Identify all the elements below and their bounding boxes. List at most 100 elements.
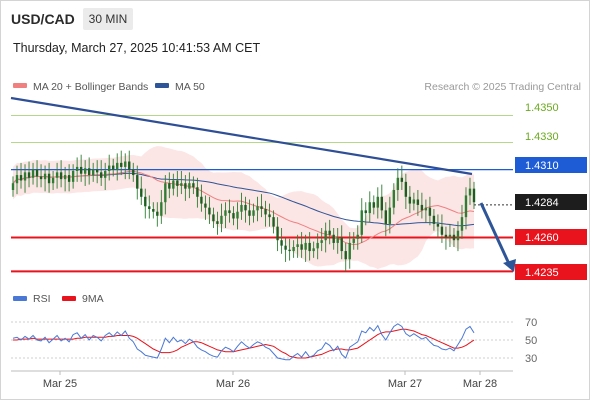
candle-body (380, 196, 383, 211)
candle-body (412, 199, 416, 204)
candlesticks (11, 150, 476, 272)
candle-body (248, 210, 251, 216)
level-tag-s1 (515, 229, 587, 245)
candle-body (220, 215, 223, 224)
candle-body (148, 206, 151, 209)
candle-body (336, 237, 339, 243)
candle-body (71, 171, 75, 182)
candle-body (188, 183, 191, 189)
candle-body (332, 234, 335, 243)
level-tag-r1 (515, 157, 587, 173)
rsi-tick-50: 50 (525, 335, 537, 347)
projection-arrow-shaft (479, 202, 512, 267)
rsi-legend-swatch (13, 296, 27, 301)
ma20-legend-label: MA 20 + Bollinger Bands (33, 81, 148, 93)
candle-body (272, 217, 275, 227)
candle-body (300, 244, 303, 250)
rsi-ma9-line (13, 328, 475, 359)
candle-body (312, 248, 315, 252)
candle-body (236, 211, 239, 219)
candle-body (140, 188, 143, 197)
candle-body (212, 214, 215, 222)
candle-body (136, 175, 139, 189)
candle-body (388, 207, 392, 224)
candle-body (280, 240, 283, 246)
x-tick-label: Mar 27 (388, 378, 422, 390)
candle-body (59, 172, 63, 180)
candle-body (364, 210, 367, 214)
candle-body (244, 204, 247, 211)
candle-body (340, 237, 343, 252)
candle-body (452, 234, 456, 241)
level-label-r2: 1.4330 (525, 131, 559, 143)
candle-body (224, 210, 227, 216)
projection-arrow-head (503, 259, 516, 272)
candle-body (176, 180, 179, 186)
candle-body (420, 204, 424, 211)
candle-body (164, 183, 167, 203)
candle-body (464, 195, 468, 218)
level-label-s2: 1.4235 (525, 267, 559, 279)
price-levels (11, 114, 513, 273)
candle-body (19, 175, 23, 181)
candle-body (104, 171, 107, 178)
candle-body (460, 217, 464, 231)
candle-body (108, 165, 111, 171)
candle-body (144, 196, 147, 207)
candle-body (184, 183, 187, 189)
candle-body (348, 242, 351, 260)
candle-body (368, 202, 371, 214)
candle-body (440, 226, 444, 235)
candle-body (268, 214, 271, 218)
x-tick-label: Mar 26 (216, 378, 250, 390)
candle-body (156, 211, 159, 216)
candle-body (344, 251, 347, 260)
candle-body (43, 173, 47, 180)
moving-averages (12, 170, 475, 246)
candle-body (99, 172, 103, 178)
candle-body (228, 210, 231, 214)
candle-body (448, 234, 452, 238)
candle-body (192, 183, 195, 188)
candle-body (47, 173, 51, 184)
ma50-legend-swatch (155, 83, 169, 88)
candle-body (456, 230, 460, 241)
ma9-legend-swatch (62, 296, 76, 301)
candle-body (35, 169, 39, 177)
candle-body (172, 180, 175, 189)
candle-body (152, 209, 155, 212)
level-label-r3: 1.4350 (525, 102, 559, 114)
candle-body (360, 210, 363, 235)
candle-body (240, 204, 243, 212)
candle-body (160, 202, 163, 216)
candle-body (116, 162, 119, 170)
candle-body (200, 196, 203, 204)
candle-body (352, 238, 355, 243)
candle-body (87, 168, 91, 176)
candle-body (468, 188, 472, 196)
candle-body (27, 172, 31, 178)
candle-body (39, 176, 43, 180)
candle-body (132, 169, 135, 176)
ma9-legend-label: 9MA (82, 293, 104, 305)
candle-body (264, 209, 267, 215)
candle-body (400, 177, 404, 182)
x-tick-label: Mar 28 (463, 378, 497, 390)
candle-body (304, 242, 307, 250)
symbol-title: USD/CAD (11, 11, 75, 27)
candle-body (308, 242, 311, 252)
candle-body (428, 207, 432, 216)
rsi-indicator (12, 323, 475, 361)
candle-body (180, 183, 183, 186)
candle-body (444, 234, 448, 238)
rsi-tick-30: 30 (525, 353, 537, 365)
bollinger-band-area (13, 146, 474, 270)
candle-body (15, 175, 19, 184)
candle-body (208, 207, 211, 215)
candle-body (416, 199, 420, 205)
candle-body (288, 249, 291, 252)
candle-body (316, 242, 319, 249)
timeframe-button[interactable]: 30 MIN (83, 8, 133, 30)
candle-body (216, 221, 219, 224)
